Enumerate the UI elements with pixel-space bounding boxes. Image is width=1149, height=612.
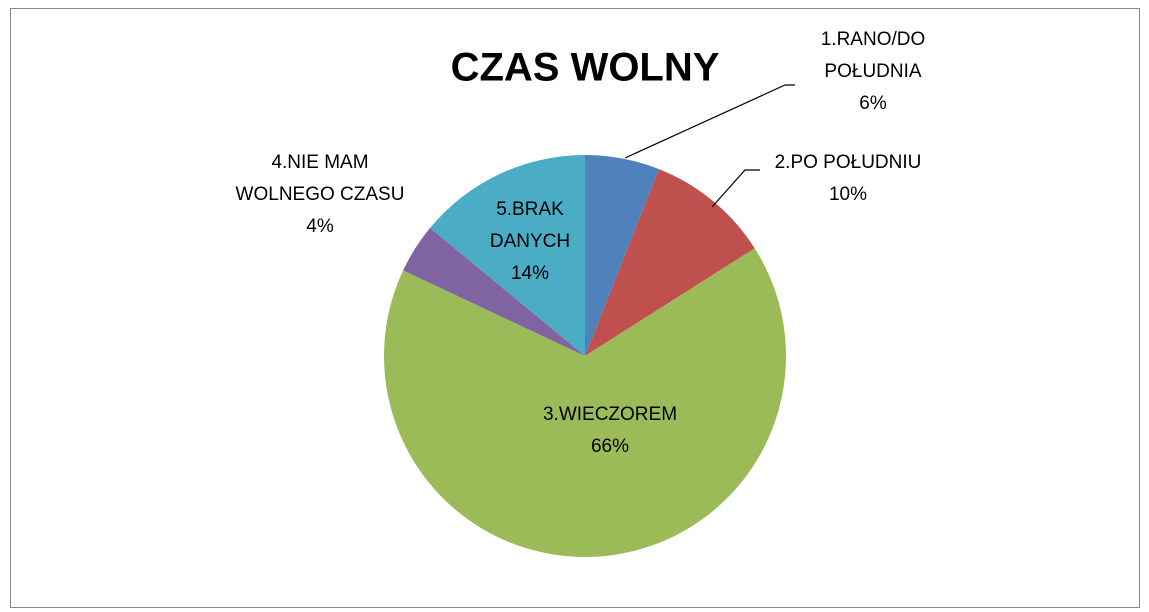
data-label-value: 14% [511,263,549,284]
data-label-value: 6% [859,93,887,114]
data-label: 5.BRAK DANYCH [490,199,570,252]
data-label: 3.WIECZOREM [543,404,677,425]
pie-slice [430,155,585,356]
data-label-value: 10% [829,184,867,205]
pie-slice [383,248,786,557]
pie [383,155,786,557]
leader-line [624,84,795,159]
chart-title: CZAS WOLNY [451,46,720,90]
leader-line [711,169,760,208]
pie-slice [585,155,659,356]
data-label-value: 66% [591,436,629,457]
data-label: 2.PO POŁUDNIU [775,152,922,173]
pie-slice [403,227,585,356]
data-label: 1.RANO/DO POŁUDNIA [821,29,926,82]
pie-slice [585,169,755,356]
data-label: 4.NIE MAM WOLNEGO CZASU [236,152,405,205]
data-label-value: 4% [306,216,334,237]
